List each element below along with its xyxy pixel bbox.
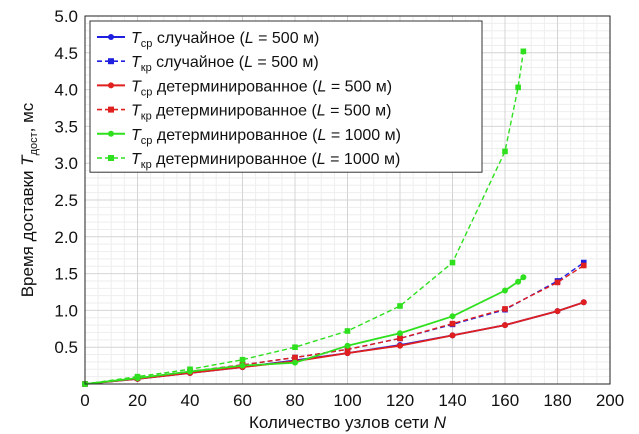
data-point: [554, 279, 561, 286]
y-tick-label: 1.0: [54, 301, 78, 320]
legend-label: Tср случайное (L = 500 м): [131, 30, 319, 50]
legend-label: Tср детерминированное (L = 1000 м): [131, 127, 401, 147]
data-point: [520, 274, 527, 281]
x-tick-label: 0: [80, 391, 89, 410]
y-tick-label: 0.5: [54, 338, 78, 357]
data-point: [239, 356, 246, 363]
x-tick-label: 100: [333, 391, 361, 410]
legend-marker: [108, 34, 114, 40]
legend-label: Tкр детерминированное (L = 500 м): [131, 103, 391, 123]
data-point: [449, 320, 456, 327]
legend-entry: Tкр случайное (L = 500 м): [97, 54, 319, 74]
x-tick-label: 60: [233, 391, 252, 410]
data-point: [449, 332, 456, 339]
legend-entry: Tср детерминированное (L = 1000 м): [97, 127, 401, 147]
legend-entry: Tкр детерминированное (L = 500 м): [97, 103, 391, 123]
legend-marker: [108, 82, 114, 89]
data-point: [502, 306, 508, 312]
x-tick-label: 180: [543, 391, 571, 410]
data-point: [397, 303, 403, 309]
data-point: [396, 342, 403, 349]
series-5: [82, 274, 527, 387]
data-point: [449, 259, 456, 266]
data-point: [239, 362, 246, 369]
y-tick-label: 5.0: [54, 7, 78, 26]
plot-frame: [84, 15, 611, 385]
data-point: [134, 373, 141, 380]
data-point: [502, 148, 508, 155]
y-tick-label: 2.0: [54, 228, 78, 247]
data-point: [187, 366, 193, 373]
data-point: [515, 278, 522, 285]
legend-marker: [108, 130, 114, 137]
tick-labels: 0 20 40 60 80 100 120 140 160 180 200 0.5 1.0 1.5 2.0 2…: [54, 7, 624, 410]
x-tick-label: 80: [286, 391, 305, 410]
y-tick-label: 3.5: [54, 117, 78, 136]
y-tick-label: 2.5: [54, 191, 78, 210]
data-point: [501, 322, 508, 329]
legend-entry: Tкр детерминированное (L = 1000 м): [97, 151, 400, 171]
y-tick-label: 1.5: [54, 265, 78, 284]
legend-label: Tкр детерминированное (L = 1000 м): [131, 151, 400, 171]
data-point: [344, 342, 351, 349]
data-point: [397, 335, 403, 342]
data-point: [554, 308, 561, 315]
x-tick-label: 200: [596, 391, 624, 410]
data-point: [396, 330, 403, 337]
x-tick-label: 40: [181, 391, 200, 410]
legend-marker: [108, 58, 114, 65]
data-point: [580, 299, 587, 306]
y-tick-label: 4.5: [54, 44, 78, 63]
data-point: [520, 48, 527, 55]
legend-marker: [108, 106, 114, 113]
data-point: [291, 359, 298, 366]
data-point: [515, 84, 521, 91]
data-point: [344, 328, 351, 334]
x-tick-label: 20: [128, 391, 147, 410]
plot-lines: [82, 48, 587, 387]
data-point: [292, 344, 298, 351]
x-axis-title: Количество узлов сети N: [249, 413, 447, 432]
legend-label: Tср детерминированное (L = 500 м): [131, 78, 392, 98]
x-tick-label: 120: [386, 391, 414, 410]
series-6: [82, 48, 527, 387]
data-point: [292, 354, 298, 361]
y-axis-title: Время доставки Tдост, мс: [18, 102, 40, 297]
legend: Tср случайное (L = 500 м) Tкр случайное (…: [89, 20, 483, 173]
x-tick-label: 160: [491, 391, 519, 410]
legend-marker: [108, 155, 114, 161]
data-point: [449, 313, 456, 320]
y-tick-label: 3.0: [54, 154, 78, 173]
legend-box: [89, 20, 483, 173]
legend-label: Tкр случайное (L = 500 м): [131, 54, 319, 74]
y-tick-label: 4.0: [54, 81, 78, 100]
x-tick-label: 140: [438, 391, 466, 410]
data-point: [501, 287, 508, 294]
legend-entry: Tср случайное (L = 500 м): [97, 30, 319, 50]
legend-entry: Tср детерминированное (L = 500 м): [97, 78, 392, 98]
data-point: [580, 262, 587, 269]
